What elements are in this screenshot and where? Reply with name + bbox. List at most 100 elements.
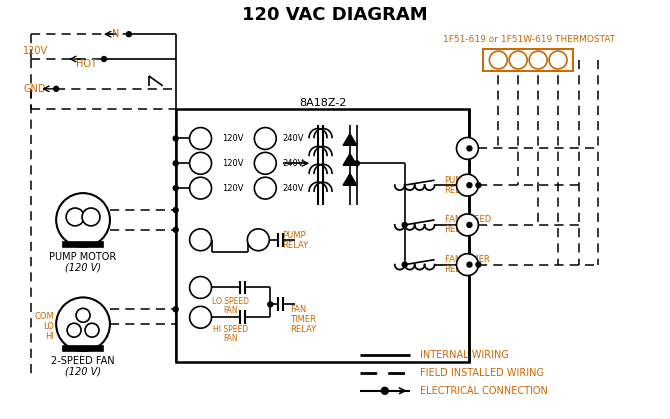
Circle shape <box>489 51 507 69</box>
Text: RELAY: RELAY <box>444 265 470 274</box>
Text: HI: HI <box>46 332 54 341</box>
Text: (120 V): (120 V) <box>65 367 101 377</box>
Text: 240V: 240V <box>282 184 304 193</box>
Circle shape <box>509 51 527 69</box>
Circle shape <box>190 277 212 298</box>
Text: P1: P1 <box>253 235 263 244</box>
Circle shape <box>66 208 84 226</box>
Text: G: G <box>554 55 561 65</box>
Text: TIMER: TIMER <box>290 315 316 324</box>
Text: HI: HI <box>88 327 96 333</box>
Text: HI SPEED: HI SPEED <box>213 325 248 334</box>
Circle shape <box>101 57 107 62</box>
Circle shape <box>67 323 81 337</box>
Text: 120 VAC DIAGRAM: 120 VAC DIAGRAM <box>242 6 428 24</box>
Circle shape <box>549 51 567 69</box>
Bar <box>63 346 103 351</box>
Text: LO: LO <box>195 283 206 292</box>
Text: 120V: 120V <box>23 46 48 56</box>
Text: PUMP MOTOR: PUMP MOTOR <box>50 252 117 262</box>
Text: F2: F2 <box>260 184 271 193</box>
Text: Y: Y <box>535 55 541 65</box>
Text: 2-SPEED FAN: 2-SPEED FAN <box>51 356 115 366</box>
Circle shape <box>190 177 212 199</box>
Text: LO: LO <box>43 322 54 331</box>
Text: 120V: 120V <box>222 184 244 193</box>
Circle shape <box>127 32 131 36</box>
Circle shape <box>255 127 276 150</box>
Circle shape <box>173 161 178 166</box>
Polygon shape <box>343 134 357 145</box>
Text: 120V: 120V <box>222 134 244 143</box>
Circle shape <box>402 262 407 267</box>
Circle shape <box>467 146 472 151</box>
Text: ELECTRICAL CONNECTION: ELECTRICAL CONNECTION <box>419 386 547 396</box>
Circle shape <box>173 307 178 312</box>
Circle shape <box>255 153 276 174</box>
Circle shape <box>456 214 478 236</box>
Circle shape <box>190 153 212 174</box>
Text: RELAY: RELAY <box>282 241 308 250</box>
Circle shape <box>402 222 407 228</box>
Text: Y: Y <box>464 220 471 230</box>
Text: FAN SPEED: FAN SPEED <box>444 215 491 225</box>
Circle shape <box>190 127 212 150</box>
Text: L2: L2 <box>261 134 270 143</box>
Circle shape <box>173 186 178 191</box>
Circle shape <box>255 177 276 199</box>
Circle shape <box>54 86 59 91</box>
Circle shape <box>467 222 472 228</box>
Text: PUMP: PUMP <box>444 176 468 185</box>
Circle shape <box>268 302 273 307</box>
Circle shape <box>56 297 110 351</box>
Text: R: R <box>495 55 502 65</box>
Circle shape <box>467 262 472 267</box>
Circle shape <box>190 306 212 328</box>
Text: LO SPEED: LO SPEED <box>212 297 249 306</box>
Text: W: W <box>513 55 523 65</box>
Text: W: W <box>462 180 473 190</box>
Text: RELAY: RELAY <box>290 325 316 334</box>
Text: 240V: 240V <box>282 159 304 168</box>
Text: 240V: 240V <box>282 134 304 143</box>
Text: P2: P2 <box>196 159 206 168</box>
Circle shape <box>190 229 212 251</box>
Text: FIELD INSTALLED WIRING: FIELD INSTALLED WIRING <box>419 368 543 378</box>
Bar <box>176 109 470 362</box>
Polygon shape <box>343 153 357 165</box>
Circle shape <box>467 183 472 188</box>
Circle shape <box>476 183 481 188</box>
Circle shape <box>456 174 478 196</box>
Circle shape <box>173 136 178 141</box>
Circle shape <box>456 137 478 159</box>
Text: PUMP: PUMP <box>282 231 306 241</box>
Text: N: N <box>198 134 204 143</box>
Text: HI: HI <box>196 313 205 322</box>
Circle shape <box>173 207 178 212</box>
Text: N: N <box>112 29 120 39</box>
Text: HOT: HOT <box>76 59 96 69</box>
Text: 1F51-619 or 1F51W-619 THERMOSTAT: 1F51-619 or 1F51W-619 THERMOSTAT <box>443 35 615 44</box>
Circle shape <box>381 387 389 394</box>
Text: LO: LO <box>70 327 78 333</box>
Text: P2: P2 <box>260 159 271 168</box>
Circle shape <box>82 208 100 226</box>
Text: 8A18Z-2: 8A18Z-2 <box>299 98 347 108</box>
Text: RELAY: RELAY <box>444 225 470 234</box>
Circle shape <box>173 228 178 233</box>
Text: COM: COM <box>34 312 54 321</box>
Bar <box>483 49 573 71</box>
Text: G: G <box>464 260 472 270</box>
Text: FAN: FAN <box>223 306 238 315</box>
Circle shape <box>354 161 359 166</box>
Text: COM: COM <box>76 313 90 318</box>
Circle shape <box>456 254 478 276</box>
Circle shape <box>247 229 269 251</box>
Circle shape <box>529 51 547 69</box>
Circle shape <box>76 308 90 322</box>
Text: RELAY: RELAY <box>444 186 470 195</box>
Text: (120 V): (120 V) <box>65 263 101 273</box>
Text: L1: L1 <box>196 235 206 244</box>
Circle shape <box>56 193 110 247</box>
Circle shape <box>85 323 99 337</box>
